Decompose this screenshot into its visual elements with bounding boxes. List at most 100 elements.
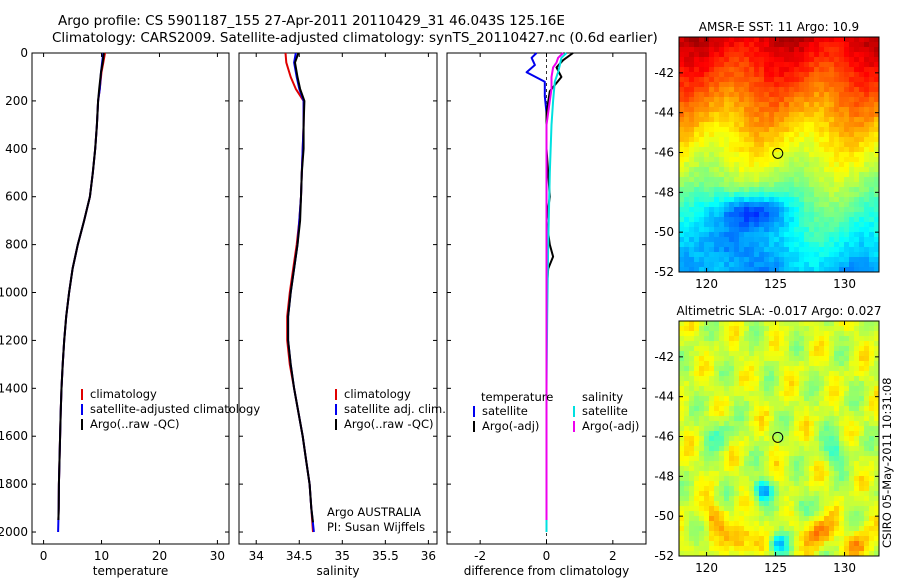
map-cell bbox=[734, 331, 740, 337]
plot-frame bbox=[31, 52, 230, 545]
map-cell bbox=[789, 177, 795, 183]
map-cell bbox=[739, 431, 745, 437]
map-cell bbox=[764, 87, 770, 93]
map-cell bbox=[819, 331, 825, 337]
map-cell bbox=[844, 366, 850, 372]
map-cell bbox=[749, 331, 755, 337]
map-cell bbox=[689, 546, 695, 552]
map-cell bbox=[744, 207, 750, 213]
map-cell bbox=[759, 421, 765, 427]
map-cell bbox=[739, 132, 745, 138]
map-cell bbox=[854, 511, 860, 517]
map-cell bbox=[844, 506, 850, 512]
map-cell bbox=[809, 491, 815, 497]
map-cell bbox=[704, 162, 710, 168]
map-cell bbox=[754, 526, 760, 532]
map-cell bbox=[724, 252, 730, 258]
map-cell bbox=[759, 466, 765, 472]
map-cell bbox=[729, 436, 735, 442]
map-cell bbox=[849, 371, 855, 377]
map-cell bbox=[704, 476, 710, 482]
map-cell bbox=[769, 37, 775, 43]
map-cell bbox=[804, 516, 810, 522]
map-cell bbox=[829, 117, 835, 123]
map-cell bbox=[874, 406, 880, 412]
map-cell bbox=[739, 541, 745, 547]
map-cell bbox=[794, 52, 800, 58]
map-cell bbox=[734, 262, 740, 268]
map-cell bbox=[839, 381, 845, 387]
map-cell bbox=[859, 506, 865, 512]
map-cell bbox=[779, 107, 785, 113]
map-cell bbox=[749, 217, 755, 223]
map-cell bbox=[734, 222, 740, 228]
map-cell bbox=[684, 486, 690, 492]
map-cell bbox=[739, 496, 745, 502]
map-cell bbox=[749, 391, 755, 397]
map-cell bbox=[809, 351, 815, 357]
map-cell bbox=[869, 267, 875, 273]
map-cell bbox=[724, 57, 730, 63]
map-cell bbox=[829, 207, 835, 213]
map-cell bbox=[729, 451, 735, 457]
map-cell bbox=[719, 431, 725, 437]
map-cell bbox=[709, 62, 715, 68]
map-cell bbox=[869, 536, 875, 542]
map-frame bbox=[678, 320, 880, 557]
map-cell bbox=[759, 82, 765, 88]
map-cell bbox=[749, 321, 755, 327]
map-cell bbox=[724, 496, 730, 502]
map-cell bbox=[744, 456, 750, 462]
map-cell bbox=[724, 112, 730, 118]
map-cell bbox=[689, 411, 695, 417]
map-cell bbox=[779, 401, 785, 407]
map-cell bbox=[784, 461, 790, 467]
map-cell bbox=[854, 321, 860, 327]
map-cell bbox=[699, 267, 705, 273]
map-cell bbox=[719, 496, 725, 502]
map-cell bbox=[714, 172, 720, 178]
map-cell bbox=[679, 451, 685, 457]
map-cell bbox=[764, 237, 770, 243]
map-cell bbox=[769, 42, 775, 48]
map-cell bbox=[874, 77, 880, 83]
map-cell bbox=[729, 97, 735, 103]
map-cell bbox=[734, 162, 740, 168]
map-cell bbox=[804, 551, 810, 557]
map-cell bbox=[714, 516, 720, 522]
map-cell bbox=[734, 416, 740, 422]
map-cell bbox=[714, 476, 720, 482]
map-cell bbox=[759, 247, 765, 253]
map-cell bbox=[749, 441, 755, 447]
map-cell bbox=[854, 471, 860, 477]
map-cell bbox=[839, 536, 845, 542]
map-cell bbox=[699, 62, 705, 68]
map-cell bbox=[714, 267, 720, 273]
map-cell bbox=[824, 112, 830, 118]
map-cell bbox=[734, 431, 740, 437]
map-cell bbox=[849, 361, 855, 367]
map-cell bbox=[849, 227, 855, 233]
map-cell bbox=[719, 366, 725, 372]
map-cell bbox=[739, 37, 745, 43]
map-cell bbox=[784, 147, 790, 153]
map-cell bbox=[679, 531, 685, 537]
map-cell bbox=[719, 192, 725, 198]
map-cell bbox=[834, 172, 840, 178]
map-cell bbox=[709, 222, 715, 228]
map-cell bbox=[689, 242, 695, 248]
map-cell bbox=[839, 541, 845, 547]
map-cell bbox=[804, 247, 810, 253]
map-cell bbox=[794, 501, 800, 507]
map-cell bbox=[854, 247, 860, 253]
map-cell bbox=[749, 102, 755, 108]
map-cell bbox=[749, 381, 755, 387]
map-cell bbox=[814, 491, 820, 497]
map-cell bbox=[819, 541, 825, 547]
map-cell bbox=[709, 142, 715, 148]
map-cell bbox=[784, 42, 790, 48]
map-cell bbox=[774, 506, 780, 512]
map-cell bbox=[774, 336, 780, 342]
map-cell bbox=[704, 247, 710, 253]
map-cell bbox=[734, 456, 740, 462]
